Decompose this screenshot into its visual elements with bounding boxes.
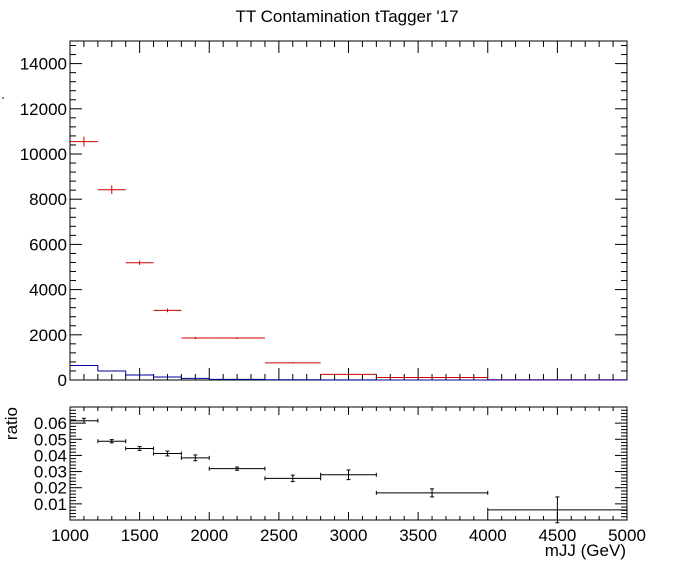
y-tick-label: 0.01 bbox=[34, 495, 67, 514]
data-point bbox=[70, 136, 98, 147]
data-point bbox=[125, 260, 154, 265]
data-point bbox=[125, 446, 155, 451]
x-tick-label: 3500 bbox=[399, 526, 437, 545]
chart-title: TT Contamination tTagger '17 bbox=[235, 7, 458, 26]
data-point bbox=[180, 454, 210, 462]
data-point bbox=[153, 450, 182, 457]
x-tick-label: 2500 bbox=[260, 526, 298, 545]
y-tick-label: 0.02 bbox=[34, 479, 67, 498]
x-tick-label: 5000 bbox=[608, 526, 646, 545]
y-tick-label: 6000 bbox=[29, 235, 67, 254]
data-point bbox=[264, 474, 322, 483]
y-tick-label: 4000 bbox=[29, 281, 67, 300]
y-tick-label: 0.04 bbox=[34, 446, 67, 465]
y-tick-label: 0.06 bbox=[34, 414, 67, 433]
x-axis-label: mJJ (GeV) bbox=[545, 541, 626, 560]
x-tick-label: 1000 bbox=[51, 526, 89, 545]
data-point bbox=[208, 466, 266, 471]
data-point bbox=[375, 488, 489, 498]
ratio-axis-label: ratio bbox=[2, 407, 21, 440]
y-tick-label: 0.05 bbox=[34, 430, 67, 449]
x-tick-label: 4000 bbox=[469, 526, 507, 545]
data-point bbox=[97, 439, 127, 444]
y-tick-label: 14000 bbox=[20, 55, 67, 74]
main-plot: 0 2000 4000 6000 8000 10000 12000 14000 bbox=[20, 40, 628, 390]
data-point bbox=[487, 496, 628, 524]
y-tick-label: 8000 bbox=[29, 190, 67, 209]
x-tick-label: 2000 bbox=[190, 526, 228, 545]
data-point bbox=[320, 373, 377, 375]
y-tick-label: 12000 bbox=[20, 100, 67, 119]
x-tick-label: 4500 bbox=[538, 526, 576, 545]
step-histogram-line bbox=[70, 365, 627, 381]
x-tick-label: 1500 bbox=[121, 526, 159, 545]
data-point bbox=[320, 469, 377, 481]
y-tick-label: 0.03 bbox=[34, 463, 67, 482]
data-point bbox=[264, 362, 321, 364]
data-point bbox=[181, 336, 210, 340]
x-tick-label: 3000 bbox=[330, 526, 368, 545]
data-point bbox=[153, 308, 182, 313]
data-point bbox=[209, 337, 265, 339]
ratio-plot: 1000 1500 2000 2500 3000 3500 4000 4500 5000 0.01… bbox=[34, 406, 646, 545]
data-point bbox=[69, 417, 99, 424]
y-tick-label: 10000 bbox=[20, 145, 67, 164]
data-point bbox=[97, 185, 126, 195]
plot-frame bbox=[69, 406, 628, 521]
y-tick-label: 0 bbox=[58, 371, 67, 390]
plot-frame bbox=[69, 40, 628, 381]
y-tick-label: 2000 bbox=[29, 326, 67, 345]
